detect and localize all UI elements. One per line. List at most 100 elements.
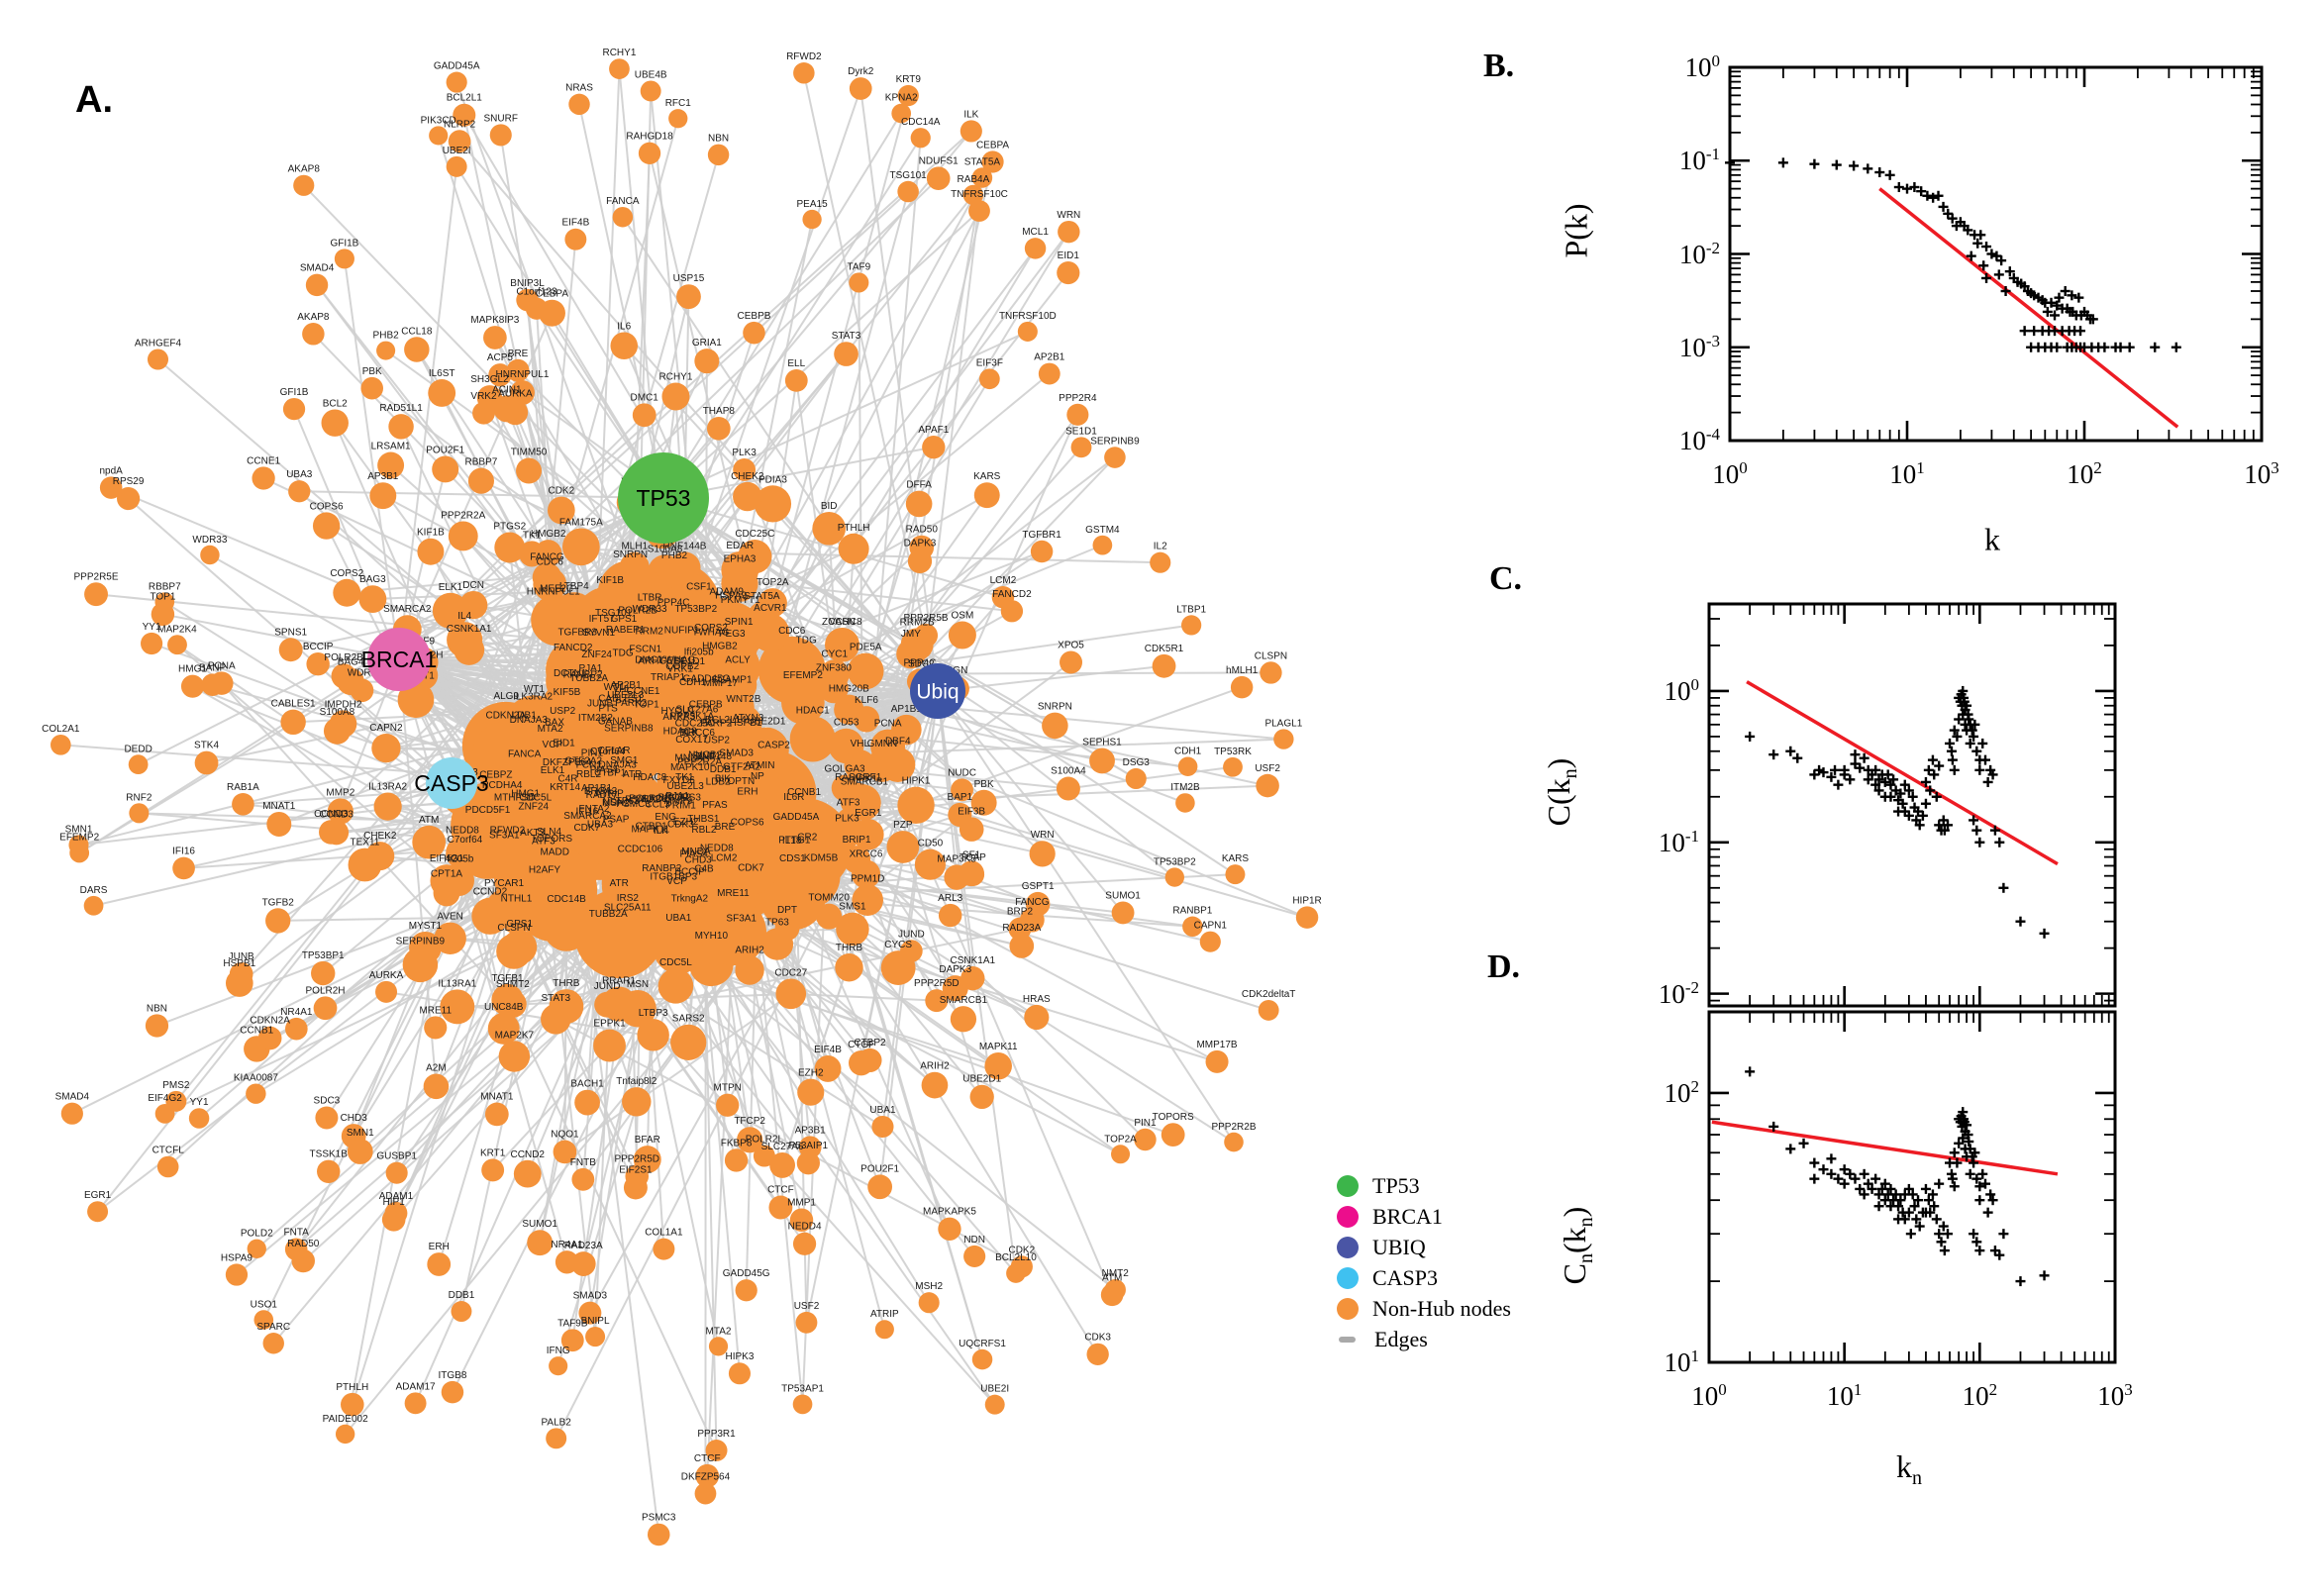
gene-node (1006, 1263, 1026, 1283)
gene-label: CTBP1 (594, 768, 627, 779)
gene-node (828, 728, 864, 764)
gene-node (232, 792, 254, 816)
gene-node (452, 846, 477, 871)
gene-node (84, 582, 108, 607)
gene-node (377, 451, 405, 479)
gene-node (921, 1071, 949, 1099)
gene-label: FAM175A (559, 517, 603, 528)
gene-node (427, 1252, 452, 1276)
gene-node (796, 1151, 820, 1175)
gene-label: ARIH2 (920, 1061, 950, 1072)
gene-node (315, 1106, 339, 1130)
gene-label: CASP2 (758, 740, 790, 750)
gene-node (951, 778, 973, 802)
gene-label: PDE5A (850, 643, 882, 653)
gene-node (305, 273, 329, 297)
gene-label: CDC27 (774, 968, 807, 979)
gene-node (925, 989, 949, 1013)
gene-label: CDK3 (1084, 1333, 1111, 1344)
gene-node (853, 819, 884, 850)
gene-label: ERH (429, 1242, 450, 1252)
gene-node (984, 1051, 1012, 1080)
panel-a-letter: A. (75, 79, 113, 121)
gene-label: TP53BP1 (302, 950, 345, 961)
gene-node (849, 77, 872, 100)
gene-label: FKBP8 (721, 1138, 753, 1148)
gene-node (483, 326, 507, 349)
gene-label: NDN (963, 1235, 985, 1246)
gene-node (432, 455, 459, 483)
gene-label: DKFZP564 (681, 1472, 731, 1483)
fit-line (1878, 187, 2179, 429)
gene-label: PIK3CD (421, 115, 456, 126)
gene-label: RAD51L1 (379, 403, 423, 414)
gene-label: DDB1 (449, 1290, 475, 1301)
gene-node (1086, 1343, 1109, 1366)
gene-label: MRE11 (717, 888, 750, 899)
gene-label: SLC25A11 (604, 903, 652, 914)
gene-label: BCL2 (323, 398, 348, 409)
gene-label: IL18 (782, 836, 802, 847)
gene-node (488, 363, 512, 387)
legend-item-casp3: CASP3 (1337, 1264, 1511, 1292)
gene-label: Tnfaip8l2 (616, 1076, 657, 1087)
gene-label: ARHGEF4 (135, 339, 182, 349)
gene-label: AURKA (498, 389, 533, 400)
gene-node (547, 496, 575, 525)
gene-label: TGFB2 (262, 897, 295, 908)
gene-label: EIF3F (976, 357, 1003, 368)
gene-label: ATR (623, 769, 642, 780)
gene-node (918, 1292, 940, 1314)
gene-node (200, 545, 220, 565)
gene-label: EPHA3 (724, 554, 757, 565)
gene-node (1038, 362, 1060, 385)
gene-node (959, 860, 984, 887)
gene-label: DARS (80, 885, 108, 896)
gene-label: IL13RA2 (368, 782, 407, 793)
gene-label: XRCC6 (850, 848, 883, 859)
gene-label: HSPB1 (730, 718, 762, 729)
gene-label: HSPB1 (223, 958, 255, 969)
network-legend: TP53 BRCA1 UBIQ CASP3 Non-Hub nodes Edges (1337, 1172, 1511, 1356)
gene-label: ITGB1BP3 (650, 871, 697, 882)
gene-label: DAPK3 (939, 964, 971, 975)
gene-node (527, 1230, 554, 1256)
gene-node (699, 898, 767, 966)
gene-label: HNRNPUL1 (527, 586, 580, 597)
gene-label: CCND3 (319, 809, 354, 820)
gene-label: NR4A1 (551, 1240, 583, 1250)
gene-label: BCCIP (674, 866, 705, 877)
gene-label: BAG3 (359, 574, 386, 585)
gene-label: CDK7 (573, 823, 600, 834)
gene-label: COPS6 (310, 501, 344, 512)
gene-node (981, 150, 1004, 173)
gene-label: SERPINB8 (604, 723, 654, 734)
gene-label: FCN1 (576, 760, 603, 771)
gene-node (172, 856, 195, 880)
gene-node (441, 1380, 464, 1404)
gene-node (487, 1012, 520, 1045)
gene-node (638, 142, 661, 164)
gene-label: NUCB2 (688, 749, 722, 760)
gene-node (891, 103, 912, 124)
gene-label: MTA2 (706, 1326, 732, 1337)
gene-label: CABLES1 (271, 699, 316, 710)
gene-label: GPS1 (611, 614, 638, 625)
gene-node (506, 358, 530, 382)
gene-label: USP15 (673, 273, 705, 284)
gene-label: ATXN3 (733, 713, 764, 724)
gene-label: P53AIP1 (789, 1141, 829, 1151)
gene-label: TOP2A (1104, 1134, 1137, 1145)
gene-node (284, 1238, 308, 1261)
gene-node (593, 1029, 626, 1062)
gene-label: RBL2 (691, 825, 716, 836)
gene-label: CYC1 (821, 648, 848, 659)
x-tick-label: 102 (2067, 458, 2102, 489)
gene-label: CCNE1 (247, 455, 280, 466)
gene-label: PPP4C (904, 657, 937, 668)
gene-label: CSNK1A1 (447, 624, 492, 635)
gene-label: LTBP3 (639, 1008, 668, 1019)
gene-label: DPT (777, 905, 797, 916)
gene-node (751, 613, 790, 652)
gene-label: HDAC8 (663, 726, 697, 737)
